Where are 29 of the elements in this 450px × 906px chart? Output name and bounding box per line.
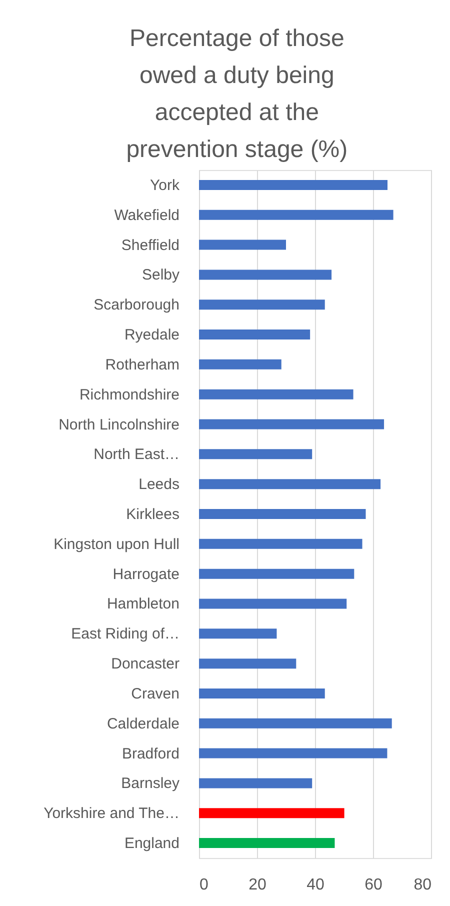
- y-tick-label: York: [150, 176, 180, 194]
- y-tick-label: Richmondshire: [79, 386, 180, 404]
- y-tick-label: Kingston upon Hull: [54, 536, 180, 553]
- y-tick-label: Rotherham: [105, 356, 180, 374]
- x-tick-label: 80: [414, 876, 432, 894]
- chart-title: Percentage of those owed a duty being accepted at the prevention stage (%): [126, 25, 348, 163]
- y-tick-label: Sheffield: [121, 236, 180, 254]
- y-tick-label: Barnsley: [121, 775, 180, 792]
- y-tick-label: Harrogate: [112, 566, 180, 583]
- x-tick-label: 20: [248, 876, 266, 894]
- y-tick-label: Calderdale: [106, 715, 180, 732]
- y-tick-label: Craven: [131, 685, 180, 702]
- y-tick-label: Wakefield: [114, 206, 180, 224]
- x-tick-label: 40: [306, 876, 324, 894]
- y-tick-label: Doncaster: [111, 656, 180, 673]
- y-tick-label: Leeds: [138, 476, 180, 494]
- y-tick-label: Hambleton: [106, 596, 180, 613]
- y-tick-label: Bradford: [122, 745, 180, 762]
- y-tick-label: North Lincolnshire: [58, 416, 180, 434]
- y-tick-label: Yorkshire and The…: [44, 805, 180, 822]
- y-tick-label: Scarborough: [94, 296, 180, 314]
- y-tick-label: North East…: [94, 446, 180, 464]
- y-tick-label: England: [124, 835, 180, 852]
- x-tick-label: 0: [200, 876, 208, 894]
- x-tick-label: 60: [364, 876, 382, 894]
- y-tick-label: Selby: [142, 266, 180, 284]
- y-tick-label: East Riding of…: [71, 626, 180, 643]
- y-tick-label: Ryedale: [124, 326, 180, 344]
- y-tick-label: Kirklees: [126, 506, 180, 523]
